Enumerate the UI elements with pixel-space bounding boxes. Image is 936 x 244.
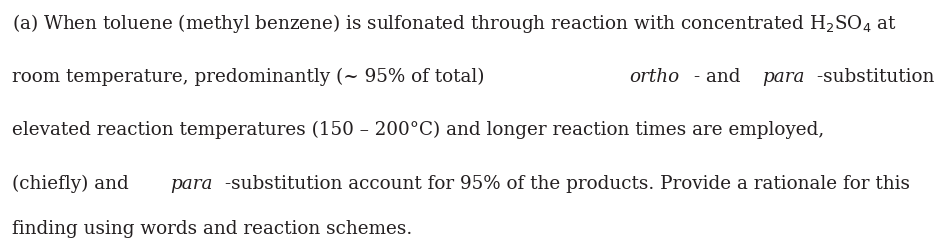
Text: (chiefly) and: (chiefly) and (12, 175, 135, 193)
Text: finding using words and reaction schemes.: finding using words and reaction schemes… (12, 220, 412, 238)
Text: (a) When toluene (methyl benzene) is sulfonated through reaction with concentrat: (a) When toluene (methyl benzene) is sul… (12, 12, 896, 35)
Text: ortho: ortho (629, 68, 679, 86)
Text: room temperature, predominantly (~ 95% of total): room temperature, predominantly (~ 95% o… (12, 68, 490, 86)
Text: -substitution account for 95% of the products. Provide a rationale for this: -substitution account for 95% of the pro… (225, 175, 909, 193)
Text: elevated reaction temperatures (150 – 200°C) and longer reaction times are emplo: elevated reaction temperatures (150 – 20… (12, 121, 829, 139)
Text: para: para (761, 68, 803, 86)
Text: para: para (170, 175, 212, 193)
Text: - and: - and (694, 68, 746, 86)
Text: -substitution occurs. If: -substitution occurs. If (816, 68, 936, 86)
